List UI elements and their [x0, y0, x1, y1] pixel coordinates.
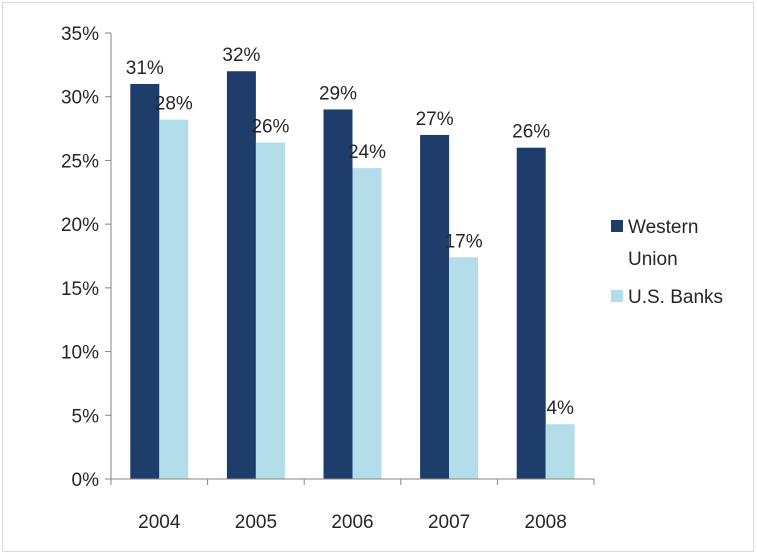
- bar-us-banks: [159, 119, 189, 479]
- bars: [130, 71, 575, 480]
- legend-swatch: [611, 290, 623, 302]
- bar-western-union: [420, 134, 450, 479]
- data-labels: 31% 32% 29% 27% 26% 28% 26% 24% 17% 4%: [126, 45, 574, 419]
- y-tick-label: 5%: [72, 406, 100, 427]
- bar-us-banks: [449, 257, 479, 479]
- x-axis-ticks: 2004 2005 2006 2007 2008: [110, 479, 595, 533]
- y-tick-label: 15%: [61, 279, 99, 300]
- x-tick-label: 2006: [331, 512, 373, 533]
- data-label: 26%: [512, 122, 550, 143]
- data-label: 27%: [416, 109, 454, 130]
- data-label: 17%: [445, 231, 483, 252]
- data-label: 4%: [546, 398, 574, 419]
- bar-western-union: [516, 147, 546, 479]
- data-label: 24%: [348, 142, 386, 163]
- data-label: 28%: [155, 94, 193, 115]
- y-axis-ticks: 0% 5% 10% 15% 20% 25% 30% 35%: [61, 24, 111, 491]
- data-label: 31%: [126, 58, 164, 79]
- legend-label: Union: [628, 249, 678, 270]
- y-tick-label: 25%: [61, 151, 99, 172]
- x-tick-label: 2008: [525, 512, 567, 533]
- legend-swatch: [611, 220, 623, 232]
- bar-western-union: [226, 71, 256, 479]
- y-tick-label: 20%: [61, 215, 99, 236]
- legend-label: Western: [628, 217, 698, 238]
- y-tick-label: 10%: [61, 343, 99, 364]
- x-tick-label: 2005: [235, 512, 277, 533]
- bar-us-banks: [255, 142, 285, 480]
- bar-western-union: [130, 83, 160, 479]
- x-tick-label: 2007: [428, 512, 470, 533]
- bar-us-banks: [352, 168, 382, 479]
- y-tick-label: 35%: [61, 24, 99, 45]
- data-label: 32%: [222, 45, 260, 66]
- legend-label: U.S. Banks: [628, 287, 723, 308]
- y-tick-label: 30%: [61, 88, 99, 109]
- data-label: 29%: [319, 83, 357, 104]
- y-tick-label: 0%: [72, 470, 100, 491]
- bar-western-union: [323, 109, 353, 479]
- legend: Western Union U.S. Banks: [611, 217, 723, 308]
- bar-us-banks: [545, 424, 575, 479]
- data-label: 26%: [251, 117, 289, 138]
- x-tick-label: 2004: [138, 512, 181, 533]
